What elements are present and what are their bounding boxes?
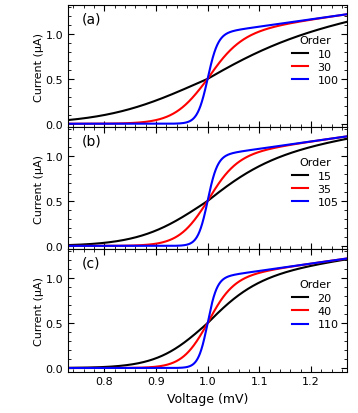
X-axis label: Voltage (mV): Voltage (mV): [167, 392, 248, 405]
Y-axis label: Current (μA): Current (μA): [34, 154, 44, 223]
Legend: 20, 40, 110: 20, 40, 110: [289, 276, 342, 333]
Y-axis label: Current (μA): Current (μA): [34, 33, 44, 102]
Legend: 15, 35, 105: 15, 35, 105: [289, 154, 342, 211]
Legend: 10, 30, 100: 10, 30, 100: [289, 33, 342, 89]
Y-axis label: Current (μA): Current (μA): [34, 276, 44, 345]
Text: (c): (c): [82, 256, 101, 270]
Text: (b): (b): [82, 134, 102, 148]
Text: (a): (a): [82, 12, 101, 26]
